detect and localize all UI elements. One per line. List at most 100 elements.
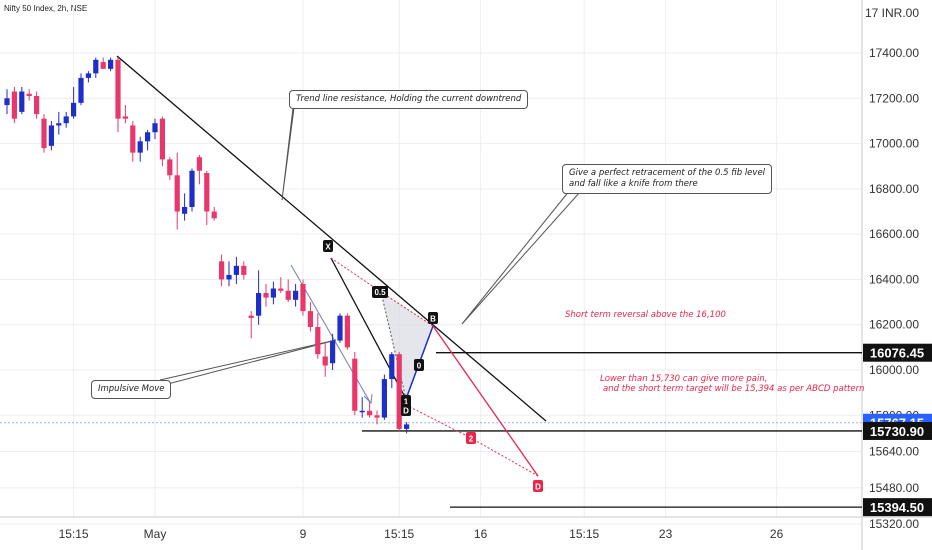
projection-line <box>432 325 539 477</box>
x-tick-label: 26 <box>770 527 784 541</box>
candle-up <box>48 125 54 146</box>
candle-up <box>71 102 77 117</box>
candle-up <box>56 123 62 126</box>
y-tick-label: 15480.00 <box>869 481 919 495</box>
y-tick-label: 17200.00 <box>869 91 919 105</box>
target-note-line-2: and the short term target will be 15,394… <box>603 384 865 394</box>
fib-note-line-2: and fall like a knife from there <box>569 179 698 189</box>
pattern-label-2-bg <box>466 432 476 444</box>
impulse-note: Impulsive Move <box>91 380 172 399</box>
trendline-note: Trend line resistance, Holding the curre… <box>289 90 529 109</box>
trendline-callout-pointer <box>281 107 295 201</box>
candle-down <box>167 159 173 176</box>
x-tick-label: 23 <box>659 527 673 541</box>
candle-up <box>93 59 99 74</box>
candle-down <box>204 173 210 212</box>
candle-up <box>182 206 188 214</box>
x-tick-label: 9 <box>300 527 307 541</box>
candle-down <box>130 125 136 153</box>
candle-down <box>34 96 40 115</box>
candle-down <box>322 356 328 366</box>
candle-up <box>108 59 114 69</box>
y-tick-label: 16400.00 <box>869 272 919 286</box>
candle-down <box>41 118 47 149</box>
symbol-title: Nifty 50 Index, 2h, NSE <box>4 4 88 13</box>
candle-down <box>174 175 180 212</box>
y-tick-label-top: 17 INR.00 <box>865 6 919 20</box>
candle-up <box>233 265 239 275</box>
candle-down <box>241 265 247 275</box>
y-tick-label: 15320.00 <box>869 517 919 531</box>
candle-up <box>63 116 69 124</box>
candle-down <box>11 91 17 119</box>
price-label-bg <box>863 421 932 440</box>
candle-up <box>337 315 343 341</box>
fib-callout-pointer <box>461 189 581 325</box>
pattern-label-x: X <box>325 243 331 252</box>
candle-down <box>374 415 380 418</box>
y-tick-label: 17000.00 <box>869 137 919 151</box>
candle-up <box>145 132 151 142</box>
candle-up <box>85 73 91 78</box>
pattern-label-d-bg <box>401 404 411 416</box>
reversal-note: Short term reversal above the 16,100 <box>565 310 726 320</box>
candle-down <box>315 326 321 355</box>
candle-down <box>285 290 291 300</box>
y-tick-label: 16200.00 <box>869 318 919 332</box>
candle-down <box>307 311 313 327</box>
pattern-label-2: 2 <box>469 435 474 444</box>
pattern-label-b-bg <box>428 312 438 324</box>
candle-down <box>122 116 128 119</box>
candle-up <box>189 170 195 207</box>
candle-down <box>100 62 106 69</box>
y-tick-label: 16600.00 <box>869 227 919 241</box>
y-tick-label: 16800.00 <box>869 182 919 196</box>
pattern-label-target-d-bg <box>533 480 543 492</box>
candle-down <box>278 288 284 291</box>
x-tick-label: 15:15 <box>569 527 599 541</box>
fib-retracement-note: Give a perfect retracement of the 0.5 fi… <box>562 164 773 194</box>
impulse-callout-pointer <box>159 339 337 387</box>
x-tick-label: 16 <box>474 527 488 541</box>
candle-up <box>404 424 410 429</box>
candle-up <box>330 340 336 364</box>
pattern-label-target-d: D <box>535 483 541 492</box>
price-label-bg <box>863 498 932 517</box>
candle-up <box>389 354 395 380</box>
candle-down <box>367 410 373 416</box>
y-tick-label: 16000.00 <box>869 363 919 377</box>
candle-up <box>359 410 365 413</box>
price-label: 16076.45 <box>870 346 924 361</box>
pattern-label-d: D <box>403 407 409 416</box>
candle-up <box>152 123 158 133</box>
fib-note-line-1: Give a perfect retracement of the 0.5 fi… <box>569 168 766 178</box>
candle-down <box>248 315 254 318</box>
candle-down <box>159 118 165 160</box>
candle-down <box>352 358 358 411</box>
candle-up <box>4 98 10 106</box>
downtrend-resistance-line <box>116 55 547 422</box>
pattern-label-fib-bg <box>372 286 388 298</box>
pattern-label-1: 1 <box>404 398 409 407</box>
candle-down <box>344 315 350 348</box>
pattern-label-fib: 0.5 <box>374 288 386 297</box>
pattern-label-x-bg <box>323 240 333 252</box>
candle-up <box>19 91 25 112</box>
price-label: 15730.90 <box>870 424 924 439</box>
pattern-fill <box>331 258 433 399</box>
impulse-arrow-head <box>363 393 373 405</box>
candle-down <box>300 283 306 312</box>
candle-down <box>196 157 202 171</box>
candle-up <box>78 77 84 103</box>
pattern-label-b: B <box>430 315 436 324</box>
candle-up <box>270 288 276 298</box>
y-tick-label: 17400.00 <box>869 46 919 60</box>
x-tick-label: 15:15 <box>59 527 89 541</box>
candle-up <box>381 379 387 418</box>
candle-up <box>137 141 143 153</box>
candle-down <box>211 211 217 219</box>
candle-down <box>396 354 402 429</box>
candle-down <box>219 261 225 280</box>
target-note-line-1: Lower than 15,730 can give more pain, <box>600 374 768 384</box>
